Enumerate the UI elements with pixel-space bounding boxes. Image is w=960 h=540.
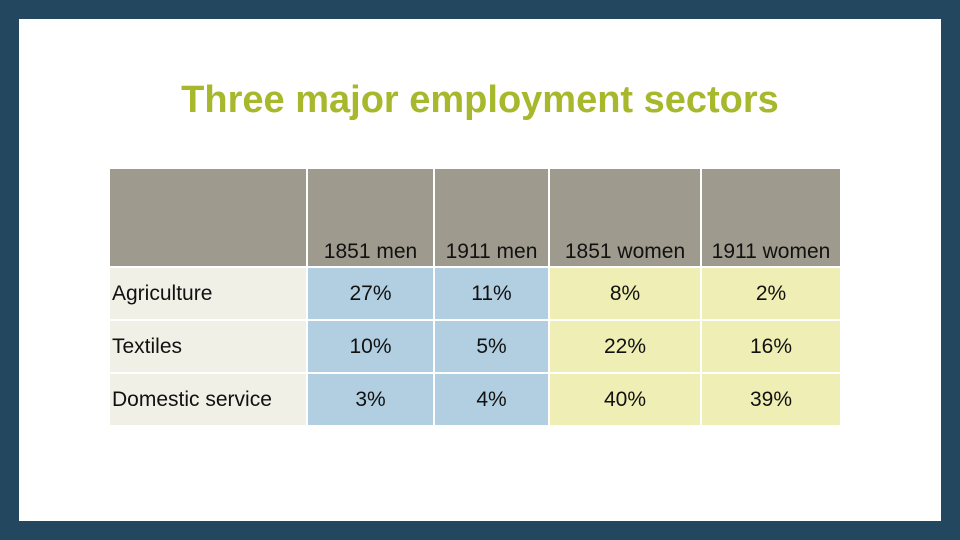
table-cell: 16%	[700, 319, 842, 374]
table-cell: 11%	[433, 266, 550, 321]
header-cell-corner	[110, 167, 308, 268]
table-header-row: 1851 men 1911 men 1851 women 1911 women	[110, 167, 842, 268]
table-cell: 40%	[548, 372, 702, 427]
table-cell: 3%	[306, 372, 435, 427]
table-row: Textiles 10% 5% 22% 16%	[110, 319, 842, 374]
row-label-agriculture: Agriculture	[110, 266, 308, 321]
header-cell-1911-women: 1911 women	[700, 167, 842, 268]
table-cell: 22%	[548, 319, 702, 374]
header-cell-1911-men: 1911 men	[433, 167, 550, 268]
table-cell: 39%	[700, 372, 842, 427]
table-cell: 4%	[433, 372, 550, 427]
table-row: Domestic service 3% 4% 40% 39%	[110, 372, 842, 427]
table-cell: 2%	[700, 266, 842, 321]
table-cell: 10%	[306, 319, 435, 374]
employment-table: 1851 men 1911 men 1851 women 1911 women …	[110, 167, 842, 427]
table-row: Agriculture 27% 11% 8% 2%	[110, 266, 842, 321]
table-cell: 5%	[433, 319, 550, 374]
header-cell-1851-men: 1851 men	[306, 167, 435, 268]
table-cell: 8%	[548, 266, 702, 321]
header-cell-1851-women: 1851 women	[548, 167, 702, 268]
table-cell: 27%	[306, 266, 435, 321]
slide-title: Three major employment sectors	[181, 79, 779, 121]
row-label-textiles: Textiles	[110, 319, 308, 374]
row-label-domestic-service: Domestic service	[110, 372, 308, 427]
